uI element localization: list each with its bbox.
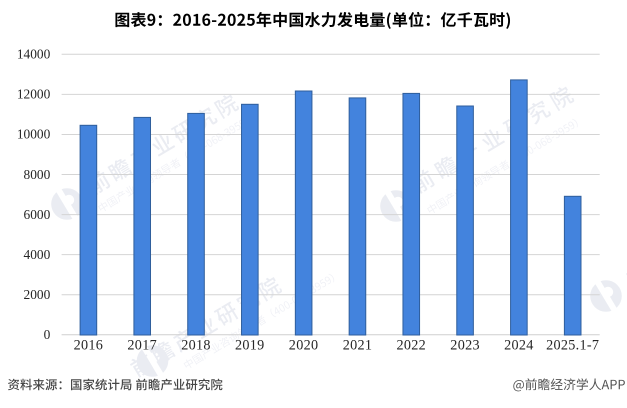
svg-text:2018: 2018 <box>181 338 211 354</box>
svg-text:6000: 6000 <box>24 207 51 222</box>
svg-text:2024: 2024 <box>504 338 534 354</box>
svg-text:2023: 2023 <box>450 338 480 354</box>
svg-text:0: 0 <box>44 327 51 342</box>
svg-text:10000: 10000 <box>17 127 51 142</box>
svg-text:12000: 12000 <box>17 87 51 102</box>
svg-text:2000: 2000 <box>24 287 51 302</box>
svg-text:14000: 14000 <box>17 47 51 62</box>
svg-text:2017: 2017 <box>127 338 157 354</box>
svg-text:2016: 2016 <box>74 338 104 354</box>
svg-text:2019: 2019 <box>235 338 265 354</box>
svg-text:2021: 2021 <box>343 338 373 354</box>
svg-text:2020: 2020 <box>289 338 319 354</box>
svg-text:2025.1-7: 2025.1-7 <box>546 338 599 354</box>
svg-text:4000: 4000 <box>24 247 51 262</box>
svg-text:8000: 8000 <box>24 167 51 182</box>
svg-text:2022: 2022 <box>397 338 427 354</box>
